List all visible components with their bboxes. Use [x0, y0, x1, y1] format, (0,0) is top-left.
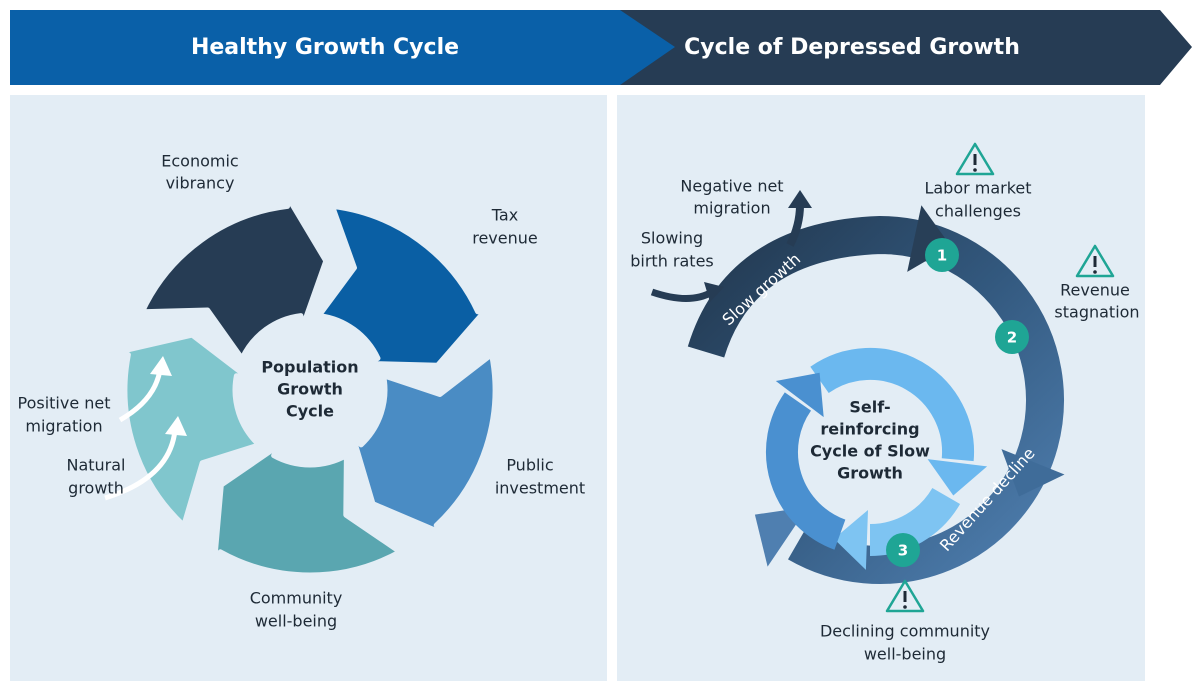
- birth-arrow-head: [704, 282, 724, 302]
- label: Economic: [161, 152, 238, 171]
- label: investment: [495, 479, 585, 498]
- step-label: stagnation: [1054, 303, 1139, 322]
- warning-icon: [1075, 244, 1115, 278]
- warning-dot: [973, 168, 977, 172]
- step-number: 1: [937, 247, 947, 265]
- input-label: birth rates: [630, 252, 714, 271]
- inner-arc: [869, 487, 961, 556]
- label: Community: [250, 589, 343, 608]
- arrow-head: [775, 372, 824, 418]
- step-badge: [886, 533, 920, 567]
- inner-arc: [810, 347, 975, 462]
- arrow-head: [1001, 449, 1065, 497]
- label: vibrancy: [166, 174, 235, 193]
- label: growth: [68, 479, 124, 498]
- step-badge: [925, 238, 959, 272]
- center-label: Cycle of Slow: [810, 442, 930, 461]
- growth-cycle: [104, 192, 498, 578]
- arrow-head: [927, 459, 988, 496]
- step-badge: [995, 320, 1029, 354]
- inflow-arrow-head: [165, 416, 187, 436]
- label: Tax: [491, 206, 518, 225]
- warning-icon: [955, 142, 995, 176]
- inflow-arrow-head: [150, 356, 172, 376]
- input-label: Negative net: [680, 177, 783, 196]
- cycle-segment: [316, 203, 491, 368]
- input-label: migration: [693, 199, 770, 218]
- inner-arc: [765, 392, 846, 550]
- label: Positive net: [17, 394, 110, 413]
- center-label: Growth: [837, 464, 903, 483]
- label: revenue: [472, 229, 538, 248]
- center-label: Population: [261, 358, 358, 377]
- arrow-head: [833, 510, 868, 570]
- step-label: Declining community: [820, 622, 990, 641]
- label: Natural: [66, 456, 125, 475]
- step-label: Revenue: [1060, 281, 1130, 300]
- center-label: reinforcing: [820, 420, 919, 439]
- right-title: Cycle of Depressed Growth: [684, 35, 1020, 60]
- left-title: Healthy Growth Cycle: [191, 35, 459, 60]
- step-label: challenges: [935, 202, 1021, 221]
- center-label: Growth: [277, 380, 343, 399]
- right-banner: [600, 10, 1192, 85]
- cycle-segment: [212, 442, 403, 578]
- cycle-segment: [139, 192, 329, 361]
- outer-band: [687, 215, 1064, 584]
- step-label: well-being: [864, 645, 946, 664]
- migration-arrow-head: [788, 190, 812, 208]
- label: well-being: [255, 612, 337, 631]
- inflow-arrow: [118, 369, 163, 423]
- warning-dot: [1093, 270, 1097, 274]
- center-label: Cycle: [286, 402, 334, 421]
- left-banner: [10, 10, 675, 85]
- migration-arrow: [786, 204, 804, 247]
- left-panel: [10, 95, 607, 681]
- warning-dot: [903, 605, 907, 609]
- center-label: Self-: [849, 398, 890, 417]
- step-number: 2: [1007, 329, 1017, 347]
- step-label: Labor market: [924, 179, 1031, 198]
- label: migration: [25, 417, 102, 436]
- label: Public: [506, 456, 553, 475]
- input-label: Slowing: [641, 229, 703, 248]
- cycle-segment: [350, 352, 498, 537]
- warning-icon: [885, 579, 925, 613]
- step-number: 3: [898, 542, 908, 560]
- arrow-head: [907, 205, 951, 272]
- inflow-arrow: [104, 429, 178, 501]
